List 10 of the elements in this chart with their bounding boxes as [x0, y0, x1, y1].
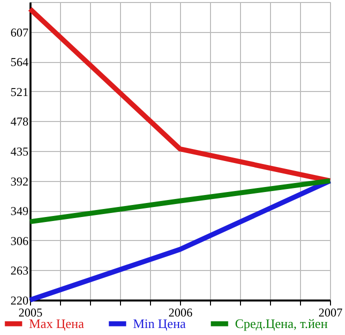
y-tick-label: 349	[10, 204, 28, 218]
y-tick-label: 392	[10, 174, 28, 188]
y-tick-label: 478	[10, 114, 28, 129]
y-tick-label: 263	[10, 264, 28, 278]
y-tick-label: 607	[10, 25, 28, 40]
y-tick-label: 564	[10, 55, 28, 70]
y-tick-label: 306	[10, 234, 28, 248]
y-tick-label: 521	[10, 84, 28, 99]
y-tick-label: 220	[10, 294, 28, 308]
y-tick-label: 435	[10, 144, 28, 158]
